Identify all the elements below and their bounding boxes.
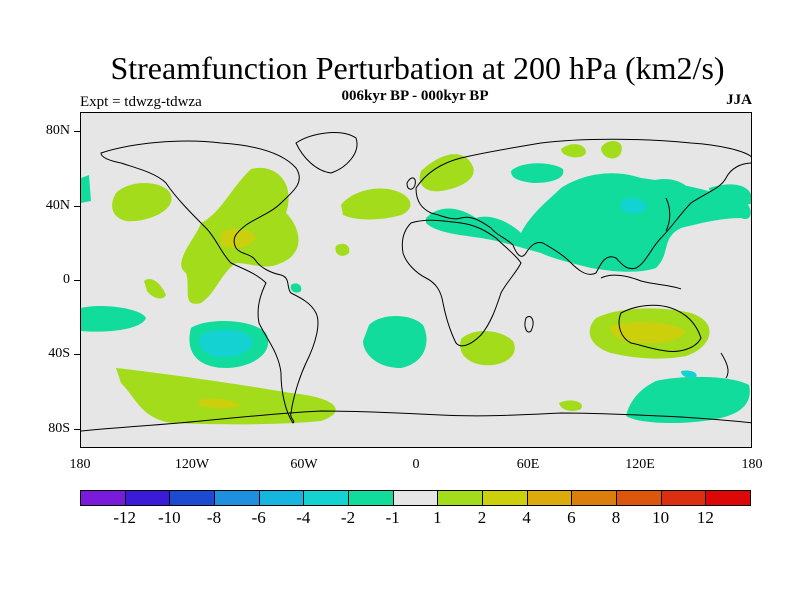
legend-color-box (660, 490, 707, 506)
legend-label: -8 (206, 508, 222, 527)
map-svg (81, 113, 751, 447)
lat-label-80s: 80S (48, 421, 70, 436)
australia-positive-core (610, 321, 686, 344)
lon-label-120e: 120E (625, 457, 655, 472)
experiment-label: Expt = tdwzg-tdwza (80, 94, 202, 110)
legend-color-box (705, 490, 751, 506)
lat-label-40n: 40N (45, 198, 70, 213)
southern-ocean-positive-core (199, 398, 241, 409)
coastlines (81, 132, 751, 432)
legend-label: -12 (113, 508, 136, 527)
legend-color-box (392, 490, 439, 506)
lon-label-0: 0 (412, 457, 420, 472)
lon-label-180e: 180 (741, 457, 763, 472)
lat-label-0: 0 (63, 272, 70, 287)
legend-color-box (482, 490, 528, 506)
strong-negative-cores (199, 198, 697, 378)
chart-subtitle: 006kyr BP - 000kyr BP (341, 88, 489, 104)
legend-label: -6 (251, 508, 266, 527)
lat-tick-40s (74, 354, 80, 355)
south-africa-positive-region (460, 330, 515, 366)
legend-label: -10 (157, 508, 181, 527)
australia-coast (618, 304, 702, 352)
africa-coast (401, 219, 522, 347)
north-atlantic-positive-region (341, 188, 411, 220)
southern-ocean-positive-region (116, 368, 336, 425)
legend-color-box (169, 490, 215, 506)
southern-ocean-negative-region (626, 376, 750, 424)
lat-tick-80s (74, 429, 80, 430)
pacific-positive-region (112, 183, 172, 222)
legend-label: 4 (522, 508, 531, 527)
lat-label-80n: 80N (45, 123, 70, 138)
legend-label: -2 (340, 508, 356, 527)
legend-color-box (348, 490, 394, 506)
legend-color-box (80, 490, 126, 506)
lon-label-60e: 60E (516, 457, 540, 472)
indian-southern-small-positive (559, 400, 582, 411)
uk-coast (406, 177, 416, 190)
north-atlantic-negative-region (511, 163, 564, 183)
indonesia-coast (600, 274, 682, 290)
australia-negative-core (681, 370, 697, 378)
lon-label-60w: 60W (290, 457, 318, 472)
legend-color-box (526, 490, 573, 506)
legend-label: 8 (611, 508, 621, 527)
south-pacific-negative-core (199, 329, 253, 358)
legend-label: 1 (433, 508, 442, 527)
caribbean-positive-core (221, 228, 256, 249)
lat-tick-0 (74, 280, 80, 281)
legend-color-box (616, 490, 662, 506)
north-pacific-positive-region (601, 141, 622, 159)
east-pacific-small-positive (144, 278, 166, 299)
lat-label-40s: 40S (48, 346, 70, 361)
small-patch-atlantic-negative (290, 283, 302, 293)
legend-color-box (124, 490, 171, 506)
legend-label: 12 (696, 508, 714, 527)
chart-title: Streamfunction Perturbation at 200 hPa (… (110, 50, 725, 86)
eurasia-coast (415, 138, 751, 275)
lon-label-120w: 120W (174, 457, 210, 472)
greenland-coast (295, 132, 358, 174)
central-atlantic-positive-region (335, 243, 350, 256)
eurasia-positive-region (419, 154, 474, 192)
antarctica-coast (81, 410, 751, 432)
legend-label: -1 (385, 508, 400, 527)
negative-anomaly-regions (81, 163, 751, 424)
arctic-pacific-negative (81, 175, 91, 203)
legend-label: 10 (652, 508, 670, 527)
legend-label: 6 (567, 508, 576, 527)
madagascar-coast (524, 316, 534, 333)
pacific-high-lat-negative (709, 184, 751, 206)
lon-label-180w: 180 (69, 457, 91, 472)
legend-label: 2 (477, 508, 487, 527)
lat-tick-80n (74, 131, 80, 132)
west-pacific-south-negative (81, 306, 146, 332)
north-america-coast (100, 140, 319, 424)
east-asia-negative-region (647, 178, 693, 212)
map-panel (80, 112, 752, 448)
asia-negative-core (621, 198, 647, 214)
lat-tick-40n (74, 206, 80, 207)
legend-color-box (258, 490, 305, 506)
legend-color-box (571, 490, 617, 506)
legend-label: -4 (296, 508, 311, 527)
legend-color-box (214, 490, 260, 506)
arctic-positive-region (561, 144, 586, 158)
season-label: JJA (726, 92, 752, 108)
new-zealand-coast (720, 352, 729, 379)
legend-color-box (437, 490, 483, 506)
legend-color-box (303, 490, 349, 506)
japan-coast (665, 197, 671, 232)
strong-positive-cores (199, 228, 686, 409)
south-atlantic-negative-region (363, 316, 427, 368)
